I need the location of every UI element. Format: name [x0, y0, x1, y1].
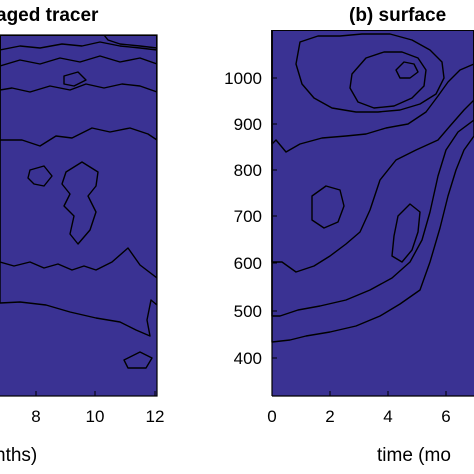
panel-a-level-3	[0, 35, 157, 147]
panel-b-plot-area	[271, 30, 474, 396]
panel-b-y-tick-label: 500	[234, 302, 262, 321]
panel-a-x-tick-label: 12	[146, 407, 165, 426]
panel-a: aged tracer 8 10 12 nths)	[0, 5, 164, 466]
panel-a-level-4-patch	[63, 71, 87, 87]
panel-b-y-axis: 400 500 600 700 800 900 1000	[224, 69, 277, 368]
panel-b: (b) surface 400 500 600 700	[224, 5, 474, 466]
panel-b-level-1	[271, 30, 474, 343]
panel-b-y-tick-label: 700	[234, 207, 262, 226]
panel-a-x-tick-label: 8	[31, 407, 40, 426]
panel-a-x-axis: 8 10 12	[31, 391, 164, 426]
panel-b-y-tick-label: 900	[234, 115, 262, 134]
panel-b-level-3-patch	[391, 203, 421, 263]
panel-b-x-tick-label: 4	[383, 407, 392, 426]
panel-b-level-4-patch	[311, 185, 345, 229]
panel-b-y-tick-label: 400	[234, 349, 262, 368]
panel-a-level-7	[103, 35, 157, 49]
panel-a-level-3-patch-small	[27, 165, 53, 187]
panel-b-y-tick-label: 600	[234, 254, 262, 273]
panel-b-level-3	[271, 30, 474, 273]
panel-a-bottom-patch	[123, 351, 153, 369]
panel-a-x-axis-label: nths)	[0, 445, 37, 466]
panel-b-level-2	[271, 30, 474, 317]
panel-b-y-tick-label: 1000	[224, 69, 262, 88]
panel-a-level-0	[0, 35, 157, 396]
panel-b-title: (b) surface	[349, 5, 446, 26]
panel-a-level-6	[0, 35, 157, 51]
panel-b-x-tick-label: 6	[441, 407, 450, 426]
panel-a-level-1	[0, 35, 157, 337]
panel-a-title: aged tracer	[0, 5, 99, 26]
panel-b-level-4	[271, 30, 474, 153]
panel-a-x-tick-label: 10	[86, 407, 105, 426]
panel-b-level-0	[272, 30, 474, 396]
panel-b-x-axis-label: time (mo	[377, 445, 451, 466]
panel-a-level-3-patch	[61, 161, 99, 245]
panel-b-level-7	[395, 61, 419, 79]
panel-b-y-tick-label: 800	[234, 161, 262, 180]
panel-a-plot-area	[0, 35, 157, 396]
panel-a-frame	[0, 34, 158, 397]
panel-a-level-4	[0, 35, 157, 93]
panel-a-level-5	[0, 35, 157, 67]
panel-b-level-5	[295, 33, 445, 113]
panel-b-x-tick-label: 2	[325, 407, 334, 426]
panel-b-x-axis: 0 2 4 6	[267, 391, 451, 426]
panel-b-level-6	[349, 51, 427, 109]
panel-b-x-tick-label: 0	[267, 407, 276, 426]
panel-a-level-2	[0, 35, 157, 279]
